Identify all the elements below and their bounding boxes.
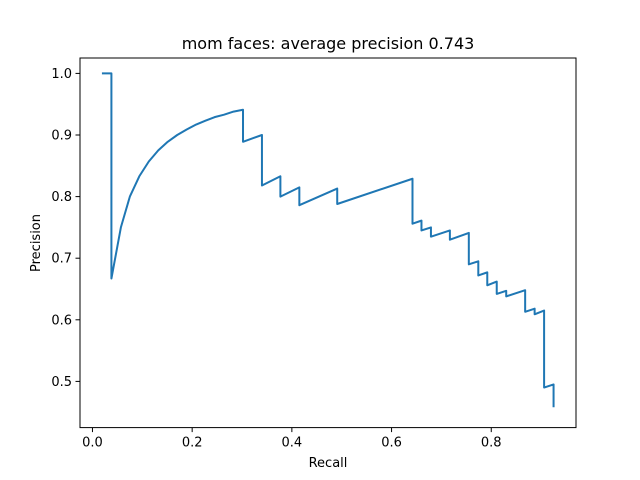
- y-tick-label: 0.9: [51, 129, 72, 144]
- chart-title: mom faces: average precision 0.743: [182, 34, 475, 53]
- y-tick-label: 0.6: [51, 313, 72, 328]
- y-tick-label: 0.5: [51, 375, 72, 390]
- x-axis: 0.0 0.2 0.4 0.6 0.8: [82, 427, 502, 451]
- x-tick-label: 0.6: [381, 436, 402, 451]
- x-axis-label: Recall: [309, 456, 348, 471]
- y-axis: 0.5 0.6 0.7 0.8 0.9 1.0: [51, 67, 80, 390]
- x-tick-label: 0.8: [481, 436, 502, 451]
- y-tick-label: 1.0: [51, 67, 72, 82]
- x-tick-label: 0.4: [282, 436, 303, 451]
- axes-frame: [79, 57, 577, 429]
- plot-layer: [101, 72, 555, 408]
- x-tick-label: 0.2: [182, 436, 203, 451]
- x-tick-label: 0.0: [82, 436, 103, 451]
- y-tick-label: 0.7: [51, 252, 72, 267]
- y-tick-label: 0.8: [51, 190, 72, 205]
- y-axis-label: Precision: [29, 214, 44, 272]
- series-line-0: [101, 72, 555, 408]
